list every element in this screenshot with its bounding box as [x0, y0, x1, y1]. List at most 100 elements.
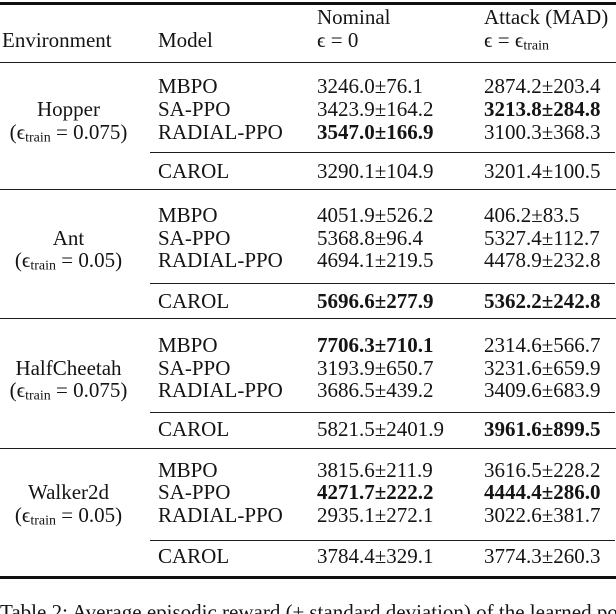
col-header-environment: Environment	[2, 28, 112, 52]
model-cell: CAROL	[158, 289, 230, 313]
table-row: (ϵtrain = 0.05) RADIAL-PPO 4694.1±219.5 …	[0, 248, 616, 274]
env-epsilon-value: = 0.075)	[50, 120, 128, 144]
block-separator-1	[0, 189, 616, 191]
model-cell: MBPO	[158, 74, 218, 98]
carol-separator-1	[150, 152, 615, 154]
env-epsilon-value: = 0.075)	[50, 378, 128, 402]
nominal-value: 5368.8±96.4	[317, 226, 424, 250]
env-epsilon-prefix: (ϵ	[9, 120, 26, 144]
nominal-value: 3246.0±76.1	[317, 74, 424, 98]
attack-value: 3961.6±899.5	[484, 417, 601, 441]
model-cell: MBPO	[158, 458, 218, 482]
environment-epsilon: (ϵtrain = 0.05)	[0, 503, 137, 529]
environment-epsilon: (ϵtrain = 0.075)	[0, 378, 137, 404]
model-cell: RADIAL-PPO	[158, 503, 283, 527]
table-row: MBPO 7706.3±710.1 2314.6±566.7	[0, 334, 616, 357]
nominal-value: 3423.9±164.2	[317, 97, 434, 121]
environment-name: Hopper	[37, 97, 100, 121]
model-cell: SA-PPO	[158, 356, 231, 380]
attack-epsilon-subscript: train	[523, 38, 550, 54]
attack-value: 3616.5±228.2	[484, 458, 601, 482]
nominal-value: 5821.5±2401.9	[317, 417, 445, 441]
attack-value: 3409.6±683.9	[484, 378, 601, 402]
carol-separator-4	[150, 540, 615, 542]
nominal-value: 3290.1±104.9	[317, 159, 434, 183]
attack-value: 4478.9±232.8	[484, 248, 601, 272]
table-row: MBPO 4051.9±526.2 406.2±83.5	[0, 204, 616, 227]
col-header-nominal-epsilon: ϵ = 0	[317, 28, 359, 52]
table-caption: Table 2: Average episodic reward (± stan…	[0, 600, 616, 614]
attack-value: 3100.3±368.3	[484, 120, 601, 144]
model-cell: CAROL	[158, 544, 230, 568]
attack-value: 3231.6±659.9	[484, 356, 601, 380]
nominal-value: 3193.9±650.7	[317, 356, 434, 380]
attack-value: 4444.4±286.0	[484, 480, 601, 504]
nominal-value: 5696.6±277.9	[317, 289, 434, 313]
environment-epsilon: (ϵtrain = 0.075)	[0, 120, 137, 146]
env-epsilon-prefix: (ϵ	[14, 248, 31, 272]
col-header-attack-epsilon: ϵ = ϵtrain	[484, 28, 550, 54]
table-row: (ϵtrain = 0.05) RADIAL-PPO 2935.1±272.1 …	[0, 503, 616, 529]
attack-value: 3774.3±260.3	[484, 544, 601, 568]
environment-name: Ant	[52, 226, 85, 250]
attack-value: 2874.2±203.4	[484, 74, 601, 98]
block-separator-3	[0, 448, 616, 450]
model-cell: SA-PPO	[158, 226, 231, 250]
header-row-1: Nominal Attack (MAD)	[0, 6, 616, 29]
nominal-value: 3686.5±439.2	[317, 378, 434, 402]
table-row: MBPO 3815.6±211.9 3616.5±228.2	[0, 459, 616, 482]
nominal-value: 7706.3±710.1	[317, 333, 434, 357]
model-cell: CAROL	[158, 417, 230, 441]
carol-separator-2	[150, 283, 615, 285]
table-row: (ϵtrain = 0.075) RADIAL-PPO 3686.5±439.2…	[0, 378, 616, 404]
nominal-value: 3547.0±166.9	[317, 120, 434, 144]
nominal-value: 2935.1±272.1	[317, 503, 434, 527]
table-bottom-rule	[0, 576, 616, 579]
model-cell: CAROL	[158, 159, 230, 183]
nominal-value: 4271.7±222.2	[317, 480, 434, 504]
header-row-2: Environment Model ϵ = 0 ϵ = ϵtrain	[0, 28, 616, 54]
model-cell: SA-PPO	[158, 97, 231, 121]
model-cell: MBPO	[158, 203, 218, 227]
environment-name: Walker2d	[27, 480, 110, 504]
attack-value: 5362.2±242.8	[484, 289, 601, 313]
env-epsilon-prefix: (ϵ	[9, 378, 26, 402]
table-row: CAROL 3290.1±104.9 3201.4±100.5	[0, 160, 616, 183]
block-separator-2	[0, 318, 616, 320]
attack-value: 3022.6±381.7	[484, 503, 601, 527]
env-epsilon-prefix: (ϵ	[14, 503, 31, 527]
col-header-nominal: Nominal	[317, 5, 391, 29]
attack-value: 3213.8±284.8	[484, 97, 601, 121]
table-row: CAROL 5821.5±2401.9 3961.6±899.5	[0, 418, 616, 441]
col-header-model: Model	[158, 28, 213, 52]
model-cell: RADIAL-PPO	[158, 120, 283, 144]
model-cell: SA-PPO	[158, 480, 231, 504]
table-row: Hopper SA-PPO 3423.9±164.2 3213.8±284.8	[0, 98, 616, 121]
table-row: (ϵtrain = 0.075) RADIAL-PPO 3547.0±166.9…	[0, 120, 616, 146]
table-row: CAROL 3784.4±329.1 3774.3±260.3	[0, 545, 616, 568]
table-row: Ant SA-PPO 5368.8±96.4 5327.4±112.7	[0, 227, 616, 250]
model-cell: MBPO	[158, 333, 218, 357]
attack-epsilon-prefix: ϵ = ϵ	[484, 28, 524, 52]
env-epsilon-value: = 0.05)	[56, 503, 123, 527]
table-top-rule	[0, 2, 616, 5]
env-epsilon-subscript: train	[25, 388, 51, 404]
model-cell: RADIAL-PPO	[158, 248, 283, 272]
env-epsilon-subscript: train	[25, 130, 51, 146]
header-rule	[0, 62, 616, 64]
col-header-attack: Attack (MAD)	[484, 5, 609, 29]
nominal-value: 4051.9±526.2	[317, 203, 434, 227]
table-row: CAROL 5696.6±277.9 5362.2±242.8	[0, 290, 616, 313]
environment-name: HalfCheetah	[15, 356, 122, 380]
carol-separator-3	[150, 412, 615, 414]
attack-value: 2314.6±566.7	[484, 333, 601, 357]
attack-value: 406.2±83.5	[484, 203, 580, 227]
env-epsilon-value: = 0.05)	[56, 248, 123, 272]
attack-value: 5327.4±112.7	[484, 226, 600, 250]
table-row: Walker2d SA-PPO 4271.7±222.2 4444.4±286.…	[0, 481, 616, 504]
model-cell: RADIAL-PPO	[158, 378, 283, 402]
table-row: HalfCheetah SA-PPO 3193.9±650.7 3231.6±6…	[0, 357, 616, 380]
attack-value: 3201.4±100.5	[484, 159, 601, 183]
table-row: MBPO 3246.0±76.1 2874.2±203.4	[0, 75, 616, 98]
